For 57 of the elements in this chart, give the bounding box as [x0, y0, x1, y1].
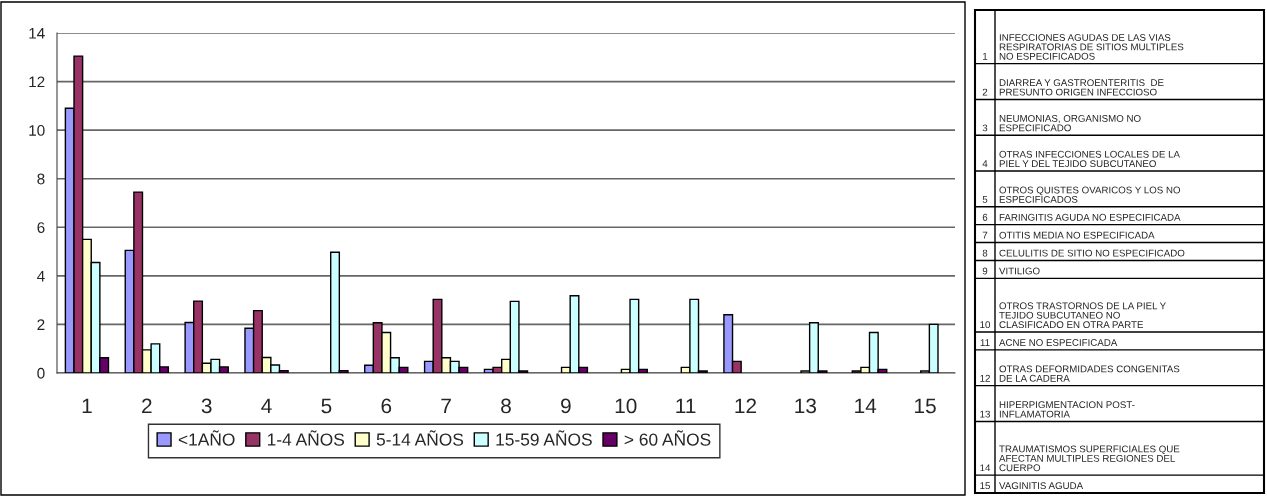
legend-label: <1AÑO	[178, 430, 235, 446]
x-tick-label: 8	[501, 398, 511, 414]
y-tick-label: 14	[29, 28, 45, 39]
category-label: 5	[982, 196, 988, 203]
text: OTROS TRASTORNOS DE LA PIEL Y TEJIDO SUBCUTANEO NO CLASIFICADO EN OTRA PARTE	[999, 302, 1166, 329]
x-tick-label: 12	[735, 398, 757, 414]
text: OTRAS DEFORMIDADES CONGENITAS DE LA CADERA	[999, 365, 1180, 382]
category-label: 11	[980, 339, 990, 346]
x-tick-label: 11	[676, 398, 696, 414]
text: INFECCIONES AGUDAS DE LAS VIAS RESPIRATORIAS DE SITIOS MULTIPLES NO ESPECIFICADOS	[999, 34, 1184, 60]
text: DIARREA Y GASTROENTERITIS DE PRESUNTO ORIGEN INFECCIOSO	[999, 79, 1164, 96]
legend-label: > 60 AÑOS	[624, 430, 711, 446]
y-tick-label: 2	[37, 319, 45, 330]
x-tick-label: 14	[855, 398, 877, 414]
y-tick-label: 8	[37, 173, 45, 185]
text: OTRAS INFECCIONES LOCALES DE LA PIEL Y DEL TEJIDO SUBCUTANEO	[999, 150, 1180, 168]
x-tick-label: 6	[381, 398, 392, 414]
text: VAGINITIS AGUDA	[999, 482, 1084, 490]
category-label: 12	[980, 374, 990, 382]
x-tick-label: 7	[441, 398, 451, 414]
category-label: 7	[982, 231, 988, 239]
x-tick-label: 9	[561, 398, 571, 414]
x-tick-label: 4	[261, 398, 272, 414]
text: NEUMONIAS, ORGANISMO NO ESPECIFICADO	[999, 115, 1141, 132]
category-label: 3	[982, 124, 988, 132]
x-tick-label: 3	[201, 398, 212, 414]
x-tick-label: 13	[795, 398, 817, 414]
category-label: 6	[982, 213, 988, 221]
category-label: 14	[980, 464, 991, 472]
text: OTROS QUISTES OVARICOS Y LOS NO ESPECIFICADOS	[999, 186, 1181, 203]
category-label: 2	[982, 88, 988, 96]
legend-label: 15-59 AÑOS	[496, 430, 592, 446]
x-tick-label: 1	[82, 398, 92, 414]
category-label: 4	[982, 160, 988, 167]
category-label: 8	[982, 249, 988, 257]
text: HIPERPIGMENTACION POST- INFLAMATORIA	[999, 401, 1135, 418]
legend-label: 1-4 AÑOS	[267, 430, 345, 446]
x-tick-label: 5	[321, 398, 332, 414]
text: CELULITIS DE SITIO NO ESPECIFICADO	[999, 249, 1185, 257]
text: FARINGITIS AGUDA NO ESPECIFICADA	[999, 213, 1181, 221]
y-tick-label: 12	[29, 76, 45, 88]
x-tick-label: 10	[615, 398, 637, 414]
category-label: 9	[982, 267, 988, 275]
y-tick-label: 10	[29, 125, 45, 136]
y-tick-label: 0	[37, 367, 45, 379]
text: TRAUMATISMOS SUPERFICIALES QUE AFECTAN MULTIPLES REGIONES DEL CUERPO	[999, 445, 1180, 472]
text: ACNE NO ESPECIFICADA	[999, 339, 1118, 346]
legend-label: 5-14 AÑOS	[376, 430, 464, 446]
category-label: 1	[983, 52, 988, 60]
category-label: 10	[980, 321, 991, 329]
y-tick-label: 6	[37, 222, 45, 233]
text: OTITIS MEDIA NO ESPECIFICADA	[999, 231, 1155, 239]
x-tick-label: 15	[915, 398, 936, 414]
text: VITILIGO	[999, 267, 1040, 275]
x-tick-label: 2	[142, 398, 152, 414]
y-tick-label: 4	[37, 270, 45, 282]
category-label: 15	[980, 482, 990, 490]
